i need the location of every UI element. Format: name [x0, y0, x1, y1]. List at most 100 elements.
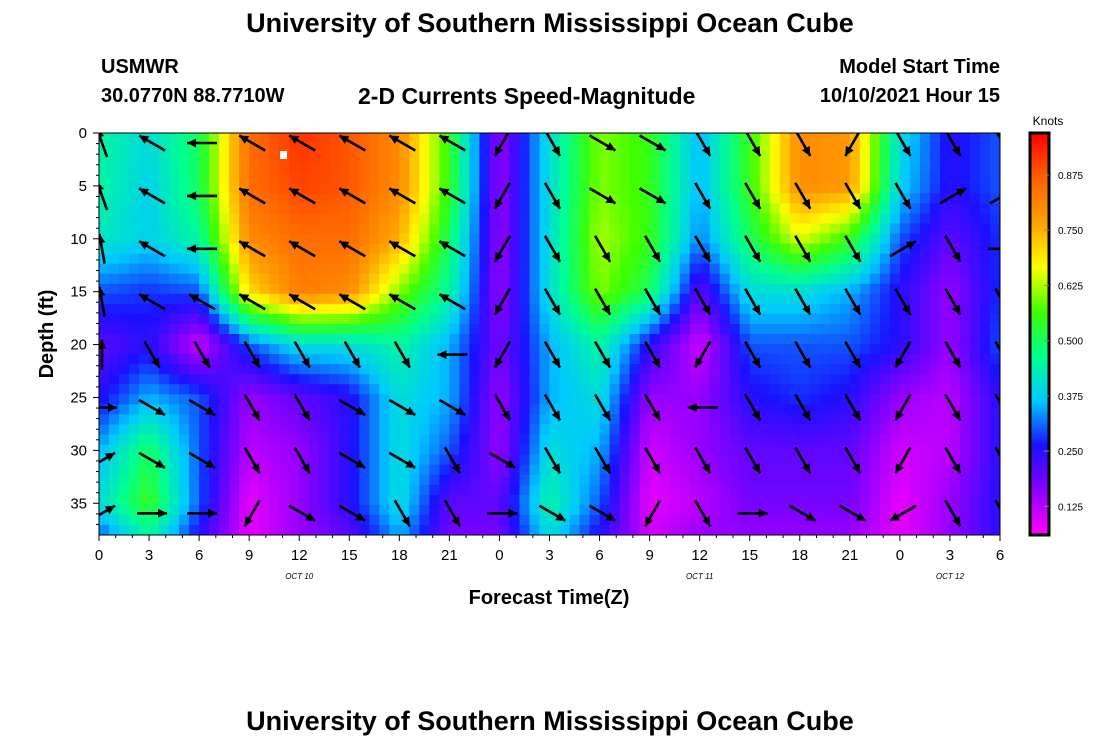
heatmap-cell	[899, 424, 911, 436]
heatmap-cell	[519, 233, 531, 245]
heatmap-cell	[889, 243, 901, 255]
heatmap-cell	[389, 344, 400, 355]
heatmap-cell	[929, 394, 941, 405]
heatmap-cell	[129, 313, 140, 325]
heatmap-cell	[409, 474, 420, 486]
heatmap-cell	[489, 233, 501, 245]
heatmap-cell	[389, 323, 400, 335]
heatmap-cell	[869, 213, 881, 225]
heatmap-cell	[309, 233, 320, 245]
heatmap-cell	[139, 163, 150, 174]
heatmap-cell	[659, 484, 671, 496]
heatmap-cell	[599, 424, 611, 436]
heatmap-cell	[329, 364, 340, 375]
heatmap-cell	[609, 143, 621, 154]
heatmap-cell	[119, 414, 130, 426]
heatmap-cell	[619, 524, 631, 535]
vector-head	[339, 135, 350, 144]
heatmap-cell	[359, 243, 370, 255]
heatmap-cell	[779, 133, 791, 144]
heatmap-cell	[169, 233, 180, 245]
heatmap-cell	[209, 414, 220, 426]
heatmap-cell	[369, 404, 380, 415]
heatmap-cell	[109, 464, 120, 476]
heatmap-cell	[479, 283, 491, 295]
heatmap-cell	[309, 173, 320, 184]
current-vector	[944, 499, 962, 527]
heatmap-cell	[239, 354, 250, 365]
vector-head	[605, 142, 616, 151]
heatmap-cell	[929, 173, 941, 184]
heatmap-cell	[959, 223, 971, 235]
heatmap-cell	[709, 394, 721, 405]
heatmap-cell	[809, 243, 821, 255]
heatmap-cell	[219, 364, 230, 375]
heatmap-cell	[509, 163, 521, 174]
heatmap-cell	[589, 484, 601, 496]
vector-head	[655, 195, 666, 204]
heatmap-cell	[649, 163, 661, 174]
heatmap-cell	[879, 464, 891, 476]
heatmap-cell	[989, 514, 1000, 526]
vector-head	[405, 459, 416, 468]
current-vector	[588, 134, 617, 152]
heatmap-cell	[749, 454, 761, 466]
heatmap-cell	[679, 243, 691, 255]
heatmap-cell	[229, 514, 240, 526]
heatmap-cell	[419, 334, 430, 345]
heatmap-cell	[499, 504, 511, 516]
heatmap-cell	[539, 263, 551, 275]
current-vector	[794, 288, 812, 316]
heatmap-cell	[529, 223, 541, 235]
heatmap-cell	[129, 173, 140, 184]
heatmap-cell	[879, 313, 891, 325]
heatmap-cell	[279, 384, 290, 395]
heatmap-cell	[359, 183, 370, 194]
heatmap-cell	[879, 484, 891, 496]
x-tick-label: 21	[441, 547, 458, 564]
heatmap-cell	[639, 153, 651, 164]
heatmap-cell	[739, 293, 751, 305]
heatmap-cell	[359, 193, 370, 204]
heatmap-cell	[969, 524, 981, 535]
heatmap-cell	[409, 494, 420, 506]
heatmap-cell	[599, 283, 611, 295]
heatmap-cell	[569, 313, 581, 325]
heatmap-cell	[259, 173, 270, 184]
vector-head	[801, 145, 811, 156]
heatmap-cell	[679, 424, 691, 436]
heatmap-cell	[569, 334, 581, 345]
current-vector	[744, 340, 762, 369]
current-vector	[894, 393, 912, 422]
heatmap-cell	[599, 454, 611, 466]
heatmap-cell	[629, 323, 641, 335]
heatmap-cell	[919, 233, 931, 245]
heatmap-cell	[839, 344, 851, 355]
heatmap-cell	[609, 293, 621, 305]
heatmap-cell	[309, 263, 320, 275]
heatmap-cell	[849, 143, 861, 154]
heatmap-cell	[439, 354, 450, 365]
heatmap-cell	[629, 193, 641, 204]
heatmap-cell	[689, 414, 701, 426]
heatmap-cell	[429, 404, 440, 415]
heatmap-cell	[859, 283, 871, 295]
heatmap-cell	[939, 213, 951, 225]
heatmap-cell	[229, 153, 240, 164]
heatmap-cell	[339, 454, 350, 466]
heatmap-cell	[489, 484, 501, 496]
heatmap-cell	[269, 354, 280, 365]
heatmap-cell	[509, 203, 521, 214]
heatmap-cell	[229, 313, 240, 325]
heatmap-cell	[209, 213, 220, 225]
heatmap-cell	[109, 143, 120, 154]
vector-head	[439, 135, 450, 144]
vector-head	[701, 198, 711, 209]
heatmap-cell	[829, 133, 841, 144]
heatmap-cell	[229, 133, 240, 144]
heatmap-cell	[709, 243, 721, 255]
heatmap-cell	[149, 364, 160, 375]
heatmap-cell	[749, 263, 761, 275]
heatmap-cell	[609, 253, 621, 265]
heatmap-cell	[719, 273, 731, 285]
